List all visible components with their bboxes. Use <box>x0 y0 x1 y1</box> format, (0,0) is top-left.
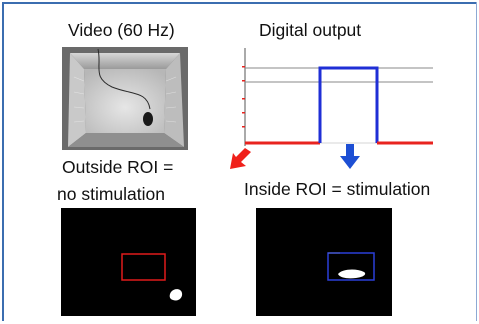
video-title: Video (60 Hz) <box>68 20 175 40</box>
digital-output-title: Digital output <box>259 20 362 40</box>
outside-roi-label-line1: Outside ROI = <box>62 157 174 177</box>
tether-cable <box>97 48 151 110</box>
inside-roi-image <box>256 208 392 316</box>
arrow-down-left-icon <box>230 148 251 169</box>
arena-back-wall <box>70 53 180 69</box>
outside-roi-label-line2: no stimulation <box>57 184 165 204</box>
inside-roi-box <box>327 252 375 281</box>
arrow-down-icon <box>340 144 360 169</box>
figure-frame-right-edge <box>476 2 477 321</box>
mouse-in-arena <box>143 112 153 126</box>
arena-front-edge <box>68 133 184 147</box>
arena-right-wall <box>164 53 184 147</box>
inside-roi-label: Inside ROI = stimulation <box>244 179 431 199</box>
outside-roi-box <box>121 253 166 281</box>
arena-floor <box>84 69 166 133</box>
video-frame-image <box>62 47 188 150</box>
figure-frame <box>2 2 476 321</box>
mouse-blob-outside <box>169 289 183 301</box>
arena-left-wall <box>68 53 86 147</box>
digital-output-plot <box>242 48 433 146</box>
y-tick-marks <box>242 66 245 128</box>
signal-high-segment <box>318 66 379 143</box>
mouse-blob-inside <box>338 269 366 279</box>
outside-roi-image <box>61 208 196 316</box>
